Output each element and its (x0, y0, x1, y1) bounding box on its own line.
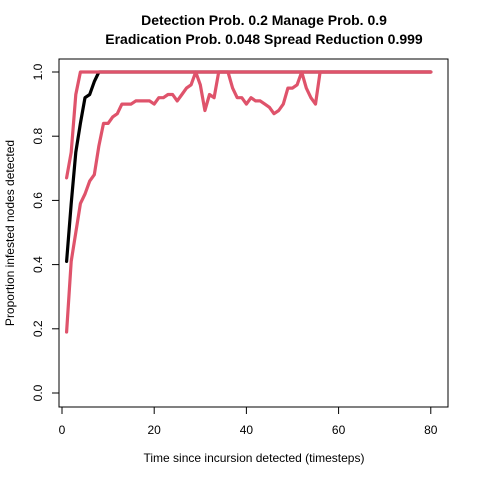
x-tick-label: 20 (148, 423, 162, 437)
y-tick-label: 0.0 (31, 384, 45, 401)
series-line-2 (64, 70, 433, 180)
x-axis-label: Time since incursion detected (timesteps… (144, 451, 365, 465)
x-tick-label: 80 (424, 423, 438, 437)
x-tick-label: 60 (332, 423, 346, 437)
y-tick-label: 0.4 (31, 256, 45, 273)
chart-title: Detection Prob. 0.2 Manage Prob. 0.9 (141, 12, 387, 28)
x-tick-label: 0 (59, 423, 66, 437)
x-tick-label: 40 (240, 423, 254, 437)
series-line-3 (64, 70, 433, 334)
y-axis-label: Proportion infested nodes detected (3, 140, 17, 326)
series-layer (64, 70, 433, 334)
y-tick-label: 0.8 (31, 128, 45, 145)
y-axis: 0.0 0.2 0.4 0.6 0.8 1.0 (31, 63, 60, 401)
y-tick-label: 1.0 (31, 63, 45, 80)
x-axis: 0 20 40 60 80 (59, 406, 438, 437)
y-tick-label: 0.6 (31, 192, 45, 209)
chart-subtitle: Eradication Prob. 0.048 Spread Reduction… (105, 31, 423, 47)
y-tick-label: 0.2 (31, 320, 45, 337)
